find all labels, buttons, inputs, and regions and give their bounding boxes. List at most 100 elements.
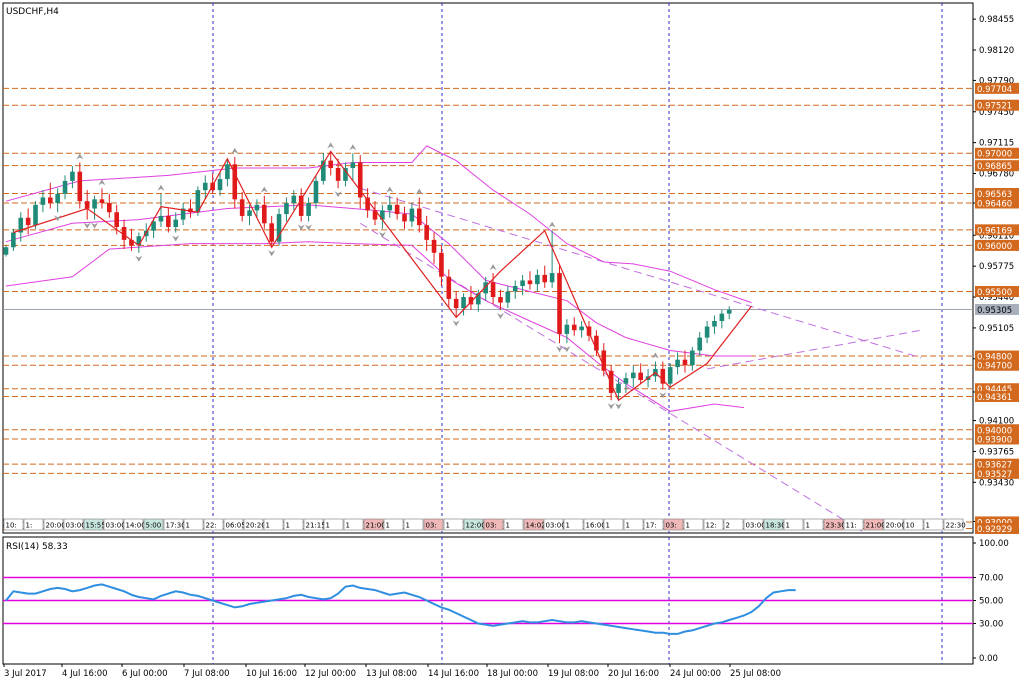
level-label-bg (975, 390, 1019, 402)
time-marker-box (903, 518, 924, 531)
time-marker-strip: 10: 1: 20:00 03:00 15:55 03:00 14:00 5:00 17:30 1… (3, 518, 966, 531)
fractal-down-marker (378, 231, 386, 238)
fractal-down-marker (563, 346, 571, 353)
date-label: 20 Jul 16:00 (608, 669, 659, 679)
time-marker-box (823, 518, 844, 531)
time-marker-box (923, 518, 944, 531)
candle-body (291, 195, 297, 204)
time-marker-box (643, 518, 664, 531)
level-label-bg (975, 197, 1019, 209)
date-label: 14 Jul 16:00 (428, 669, 479, 679)
time-marker-box (443, 518, 464, 531)
level-label-bg (975, 147, 1019, 159)
time-marker-box (763, 518, 784, 531)
candle-body (446, 276, 452, 299)
time-marker-label: 18:30 (766, 522, 786, 530)
time-marker-box (623, 518, 644, 531)
fractal-up-marker (651, 352, 659, 359)
time-marker-label: 21:00 (366, 522, 386, 530)
time-marker-label: 16:00 (586, 522, 606, 530)
time-marker-box (263, 518, 284, 531)
candle-body (284, 203, 289, 215)
level-label-bg (975, 424, 1019, 436)
fractal-up-marker (76, 153, 84, 160)
candle-body (262, 204, 267, 224)
candle-body (476, 293, 481, 305)
fractal-down-marker (135, 255, 143, 262)
candle-body (387, 204, 393, 211)
time-marker-box (523, 518, 544, 531)
time-marker-box (303, 518, 324, 531)
time-marker-box (503, 518, 524, 531)
price-tick-label: 0.97115 (979, 139, 1014, 149)
candle-body (571, 324, 577, 331)
time-marker-label: 1 (446, 522, 450, 530)
time-marker-label: 10: (6, 522, 17, 530)
level-label: 0.93627 (977, 461, 1012, 471)
time-marker-label: 1 (506, 522, 510, 530)
candle-body (129, 239, 134, 246)
fractal-up-marker (327, 142, 335, 149)
candle-body (47, 197, 53, 204)
time-marker-label: 1 (286, 522, 290, 530)
time-marker-box (83, 518, 104, 531)
level-label: 0.92929 (977, 525, 1012, 535)
bollinger-upper (5, 145, 752, 304)
time-marker-box (103, 518, 124, 531)
time-marker-label: 22:30 (946, 522, 966, 530)
time-marker-label: 03:00 (66, 522, 86, 530)
current-price-label-bg (975, 303, 1019, 315)
time-marker-box (663, 518, 684, 531)
candle-body (601, 350, 607, 371)
fractal-down-marker (334, 191, 342, 198)
time-marker-label: 23:30 (826, 522, 846, 530)
price-tick-label: 0.95440 (979, 293, 1014, 303)
candle-body (18, 217, 24, 233)
fractal-markers (54, 142, 667, 410)
current-price-label: 0.95305 (977, 306, 1012, 316)
rsi-indicator: 100.00 70.00 50.00 30.00 0.00 (3, 539, 1009, 664)
date-label: 10 Jul 16:00 (246, 669, 297, 679)
time-marker-label: 10 (906, 522, 915, 530)
candle-body (380, 210, 385, 220)
fractal-down-marker (268, 250, 276, 257)
candle-body (667, 367, 673, 384)
candle-body (114, 212, 119, 227)
candle-body (254, 204, 260, 211)
price-tick-label: 0.93765 (979, 447, 1014, 457)
candle-body (321, 160, 326, 181)
time-marker-label: 1 (926, 522, 930, 530)
level-label-bg (975, 433, 1019, 445)
candle-body (92, 199, 97, 209)
candle-body (173, 219, 179, 227)
candle-body (70, 171, 75, 181)
time-marker-label: 2 (726, 522, 730, 530)
channel-line-0 (360, 187, 922, 359)
time-marker-label: 14:00 (126, 522, 146, 530)
candle-body (136, 236, 142, 246)
price-tick-label: 0.95775 (979, 262, 1014, 272)
candle-body (77, 171, 83, 202)
level-label: 0.97000 (977, 150, 1012, 160)
fractal-down-marker (615, 403, 623, 410)
fractal-up-marker (98, 179, 106, 186)
price-tick-label: 0.98455 (979, 15, 1014, 25)
time-marker-label: 5:00 (146, 522, 162, 530)
candle-body (394, 204, 400, 215)
candle-body (623, 378, 629, 384)
price-tick-label: 0.95105 (979, 324, 1014, 334)
date-label: 6 Jul 00:00 (122, 669, 168, 679)
candle-body (579, 326, 584, 331)
fractal-down-marker (83, 222, 91, 229)
candle-body (520, 280, 525, 286)
candle-body (557, 273, 562, 334)
candle-body (121, 226, 127, 240)
candle-body (616, 383, 621, 393)
time-marker-box (403, 518, 424, 531)
fractal-down-marker (54, 215, 62, 222)
time-marker-box (23, 518, 44, 531)
fractal-up-marker (157, 184, 165, 191)
time-marker-label: 1 (606, 522, 610, 530)
